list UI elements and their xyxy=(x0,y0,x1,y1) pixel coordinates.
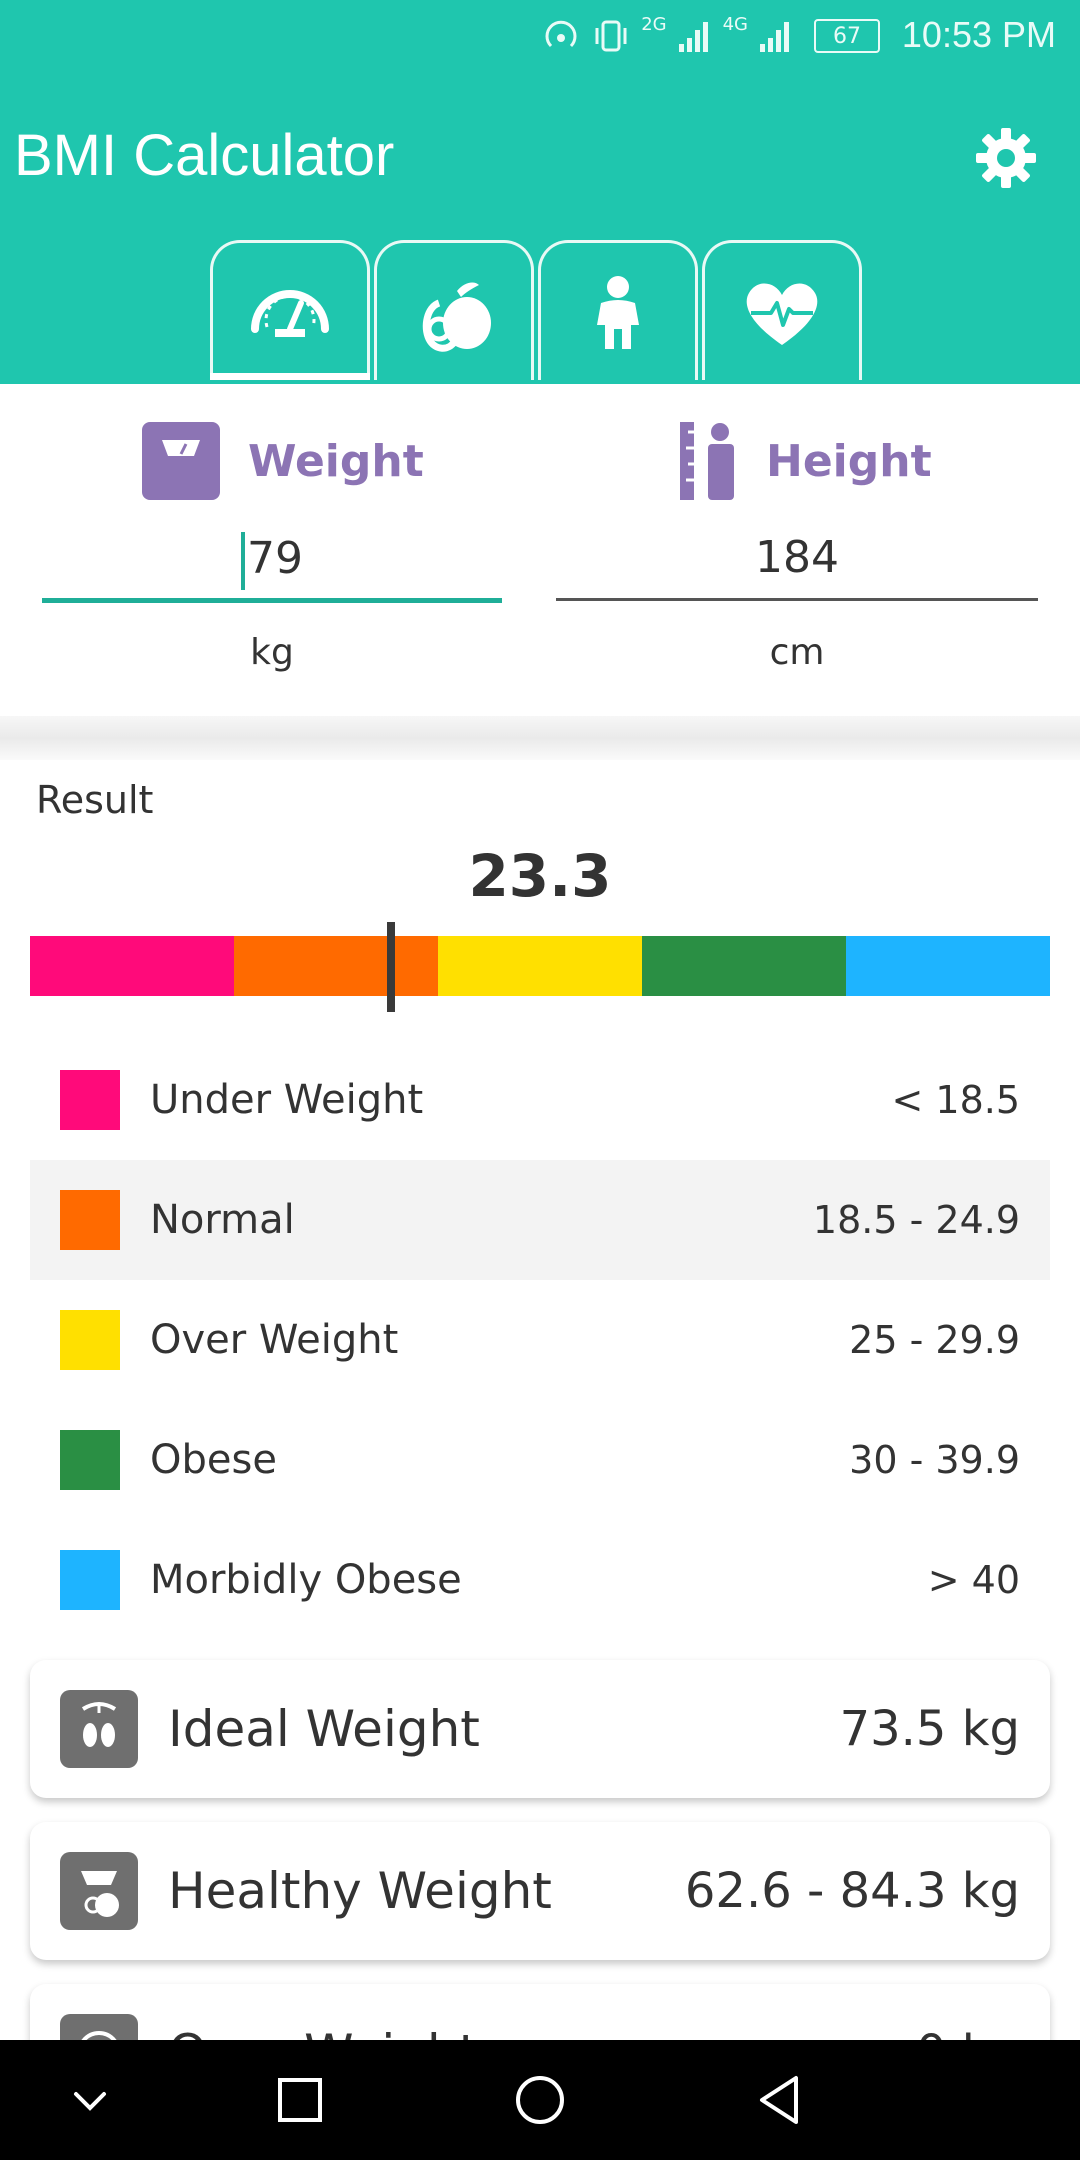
weight-label: Weight xyxy=(248,435,424,487)
scale-apple-icon xyxy=(81,1871,119,1917)
fruit-icon xyxy=(422,282,491,352)
height-header: Height xyxy=(678,420,932,502)
scale-segment xyxy=(438,936,642,996)
legend-name: Over Weight xyxy=(150,1317,399,1363)
legend-range: 18.5 - 24.9 xyxy=(812,1198,1020,1242)
speedometer-icon xyxy=(251,289,329,337)
back-icon[interactable] xyxy=(750,2070,810,2130)
tab-bmi[interactable] xyxy=(210,240,370,380)
card-icon-box xyxy=(60,1852,138,1930)
tab-body[interactable] xyxy=(538,240,698,380)
legend-range: > 40 xyxy=(927,1558,1020,1602)
height-unit: cm xyxy=(769,632,825,673)
input-section: Weight 79 kg Height 184 cm xyxy=(0,384,1080,716)
weight-input[interactable]: 79 xyxy=(42,532,502,592)
card-title: Ideal Weight xyxy=(168,1700,480,1758)
navigation-bar xyxy=(0,2040,1080,2160)
weight-value: 79 xyxy=(247,533,303,584)
legend-row: Under Weight < 18.5 xyxy=(30,1040,1050,1160)
legend-range: < 18.5 xyxy=(891,1078,1020,1122)
settings-gear-icon[interactable] xyxy=(974,126,1038,190)
tab-heart[interactable] xyxy=(702,240,862,380)
legend-row: Normal 18.5 - 24.9 xyxy=(30,1160,1050,1280)
weight-underline xyxy=(42,598,502,603)
chevron-down-icon[interactable] xyxy=(60,2070,120,2130)
person-icon xyxy=(597,275,639,349)
card-title: Healthy Weight xyxy=(168,1862,552,1920)
legend-row: Morbidly Obese > 40 xyxy=(30,1520,1050,1640)
legend-row: Obese 30 - 39.9 xyxy=(30,1400,1050,1520)
height-label: Height xyxy=(766,435,932,487)
hotspot-icon xyxy=(545,20,577,48)
tab-bar xyxy=(210,240,862,380)
home-icon[interactable] xyxy=(510,2070,570,2130)
scale-icon xyxy=(142,422,220,500)
bmi-scale xyxy=(30,936,1050,996)
height-ruler-icon xyxy=(680,422,734,500)
app-header: 2G 4G 67 10:53 PM BMI Calculator xyxy=(0,0,1080,384)
legend-swatch xyxy=(60,1070,120,1130)
legend-range: 25 - 29.9 xyxy=(849,1318,1020,1362)
category-legend: Under Weight < 18.5 Normal 18.5 - 24.9 Over … xyxy=(30,1040,1050,1640)
tab-diet[interactable] xyxy=(374,240,534,380)
weight-cursor xyxy=(241,532,245,590)
legend-name: Normal xyxy=(150,1197,295,1243)
network-2g-label: 2G xyxy=(641,14,667,35)
card-value: 62.6 - 84.3 kg xyxy=(684,1863,1020,1919)
legend-name: Morbidly Obese xyxy=(150,1557,462,1603)
bmi-value: 23.3 xyxy=(468,842,612,910)
card-icon-box xyxy=(60,1690,138,1768)
legend-range: 30 - 39.9 xyxy=(849,1438,1020,1482)
network-4g-label: 4G xyxy=(722,14,748,35)
recent-apps-icon[interactable] xyxy=(270,2070,330,2130)
weight-card[interactable]: Ideal Weight 73.5 kg xyxy=(30,1660,1050,1798)
signal-icon-2 xyxy=(760,22,789,52)
result-label: Result xyxy=(36,778,154,822)
app-title: BMI Calculator xyxy=(14,123,395,188)
scale-segment xyxy=(642,936,846,996)
status-time: 10:53 PM xyxy=(901,14,1056,55)
legend-name: Obese xyxy=(150,1437,277,1483)
result-section: Result 23.3 Under Weight < 18.5 Normal 18.5… xyxy=(0,760,1080,2122)
legend-swatch xyxy=(60,1190,120,1250)
status-icons: 2G 4G 67 xyxy=(541,14,880,58)
legend-swatch xyxy=(60,1550,120,1610)
scale-segment xyxy=(30,936,234,996)
weight-header: Weight xyxy=(140,420,424,502)
scale-segment xyxy=(234,936,438,996)
scale-segment xyxy=(846,936,1050,996)
bmi-marker xyxy=(387,922,396,1012)
status-bar: 2G 4G 67 10:53 PM xyxy=(0,0,1080,72)
battery-icon: 67 xyxy=(814,19,880,53)
weight-card[interactable]: Healthy Weight 62.6 - 84.3 kg xyxy=(30,1822,1050,1960)
footprint-scale-icon xyxy=(81,1702,117,1747)
heart-pulse-icon xyxy=(746,282,818,345)
legend-row: Over Weight 25 - 29.9 xyxy=(30,1280,1050,1400)
legend-name: Under Weight xyxy=(150,1077,424,1123)
section-divider xyxy=(0,716,1080,760)
card-value: 73.5 kg xyxy=(839,1701,1020,1757)
legend-swatch xyxy=(60,1430,120,1490)
height-underline xyxy=(556,598,1038,601)
signal-icon xyxy=(678,22,708,52)
legend-swatch xyxy=(60,1310,120,1370)
vibrate-icon xyxy=(595,20,627,52)
weight-unit: kg xyxy=(250,632,294,673)
battery-level: 67 xyxy=(833,23,861,49)
height-input[interactable]: 184 xyxy=(755,532,839,583)
